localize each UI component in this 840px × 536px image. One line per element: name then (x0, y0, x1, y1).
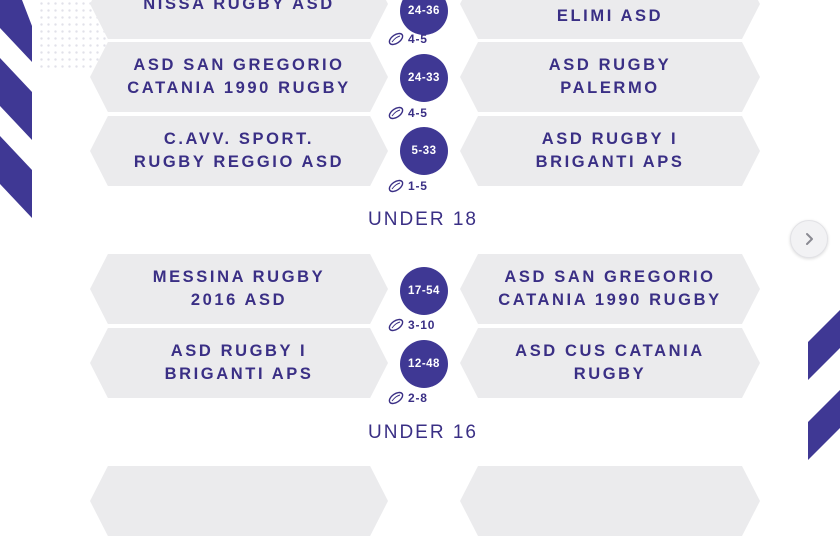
rugby-ball-icon (388, 106, 404, 120)
score-badge: 24-36 (400, 0, 448, 35)
team-name-line: ASD SAN GREGORIO (504, 268, 716, 286)
score-text: 5-33 (411, 145, 437, 157)
team-name-line: RUGBY REGGIO ASD (133, 153, 345, 171)
score-badge: 5-33 (400, 127, 448, 175)
score-badge: 17-54 (400, 267, 448, 315)
home-team-pill (90, 466, 388, 536)
tries-text: 4-5 (408, 32, 428, 46)
tries-indicator: 1-5 (388, 178, 428, 194)
home-team-pill: ASD SAN GREGORIO CATANIA 1990 RUGBY (90, 42, 388, 112)
tries-indicator: 3-10 (388, 317, 435, 333)
tries-text: 3-10 (408, 318, 436, 332)
left-stripes-decoration (0, 0, 32, 218)
away-team-pill: ASD SAN GREGORIO CATANIA 1990 RUGBY (460, 254, 760, 324)
team-name-line: MESSINA RUGBY (152, 268, 326, 286)
team-name-line: ASD RUGBY I (541, 130, 679, 148)
team-name-line: ASD SAN GREGORIO (133, 56, 345, 74)
team-name-line: 2016 ASD (190, 291, 288, 309)
team-name-line: CATANIA 1990 RUGBY (498, 291, 722, 309)
team-name-line: ASD RUGBY (548, 56, 672, 74)
team-name-line: RUGBY (573, 365, 647, 383)
team-name-line: NISSA RUGBY ASD (143, 0, 335, 13)
score-text: 17-54 (408, 285, 440, 297)
team-name-line: PALERMO (560, 79, 660, 97)
team-name-line: BRIGANTI APS (164, 365, 314, 383)
tries-indicator: 4-5 (388, 31, 428, 47)
carousel-next-button[interactable] (790, 220, 828, 258)
home-team-pill: MESSINA RUGBY 2016 ASD (90, 254, 388, 324)
away-team-pill: ASD RUGBY PALERMO (460, 42, 760, 112)
away-team-pill: ASD RUGBY I BRIGANTI APS (460, 116, 760, 186)
right-stripes-decoration (808, 310, 840, 460)
tries-text: 1-5 (408, 179, 428, 193)
section-heading-under-18: UNDER 18 (368, 209, 478, 230)
away-team-pill: ASD CUS CATANIA RUGBY (460, 328, 760, 398)
score-badge: 24-33 (400, 54, 448, 102)
tries-indicator: 4-5 (388, 105, 428, 121)
tries-indicator: 2-8 (388, 390, 428, 406)
tries-text: 2-8 (408, 391, 428, 405)
score-badge: 12-48 (400, 340, 448, 388)
rugby-ball-icon (388, 391, 404, 405)
rugby-ball-icon (388, 32, 404, 46)
team-name-line: C.AVV. SPORT. (163, 130, 315, 148)
home-team-pill: NISSA RUGBY ASD (90, 0, 388, 39)
rugby-ball-icon (388, 318, 404, 332)
tries-text: 4-5 (408, 106, 428, 120)
away-team-pill (460, 466, 760, 536)
rugby-ball-icon (388, 179, 404, 193)
team-name-line: BRIGANTI APS (535, 153, 685, 171)
home-team-pill: ASD RUGBY I BRIGANTI APS (90, 328, 388, 398)
section-heading-under-16: UNDER 16 (368, 422, 478, 443)
score-text: 24-33 (408, 72, 440, 84)
team-name-line: CATANIA 1990 RUGBY (127, 79, 351, 97)
home-team-pill: C.AVV. SPORT. RUGBY REGGIO ASD (90, 116, 388, 186)
team-name-line: ASD CUS CATANIA (515, 342, 705, 360)
away-team-pill: ELIMI ASD (460, 0, 760, 39)
chevron-right-icon (806, 233, 813, 245)
score-text: 24-36 (408, 5, 440, 17)
score-text: 12-48 (408, 358, 440, 370)
team-name-line: ELIMI ASD (556, 7, 664, 25)
team-name-line: ASD RUGBY I (170, 342, 308, 360)
